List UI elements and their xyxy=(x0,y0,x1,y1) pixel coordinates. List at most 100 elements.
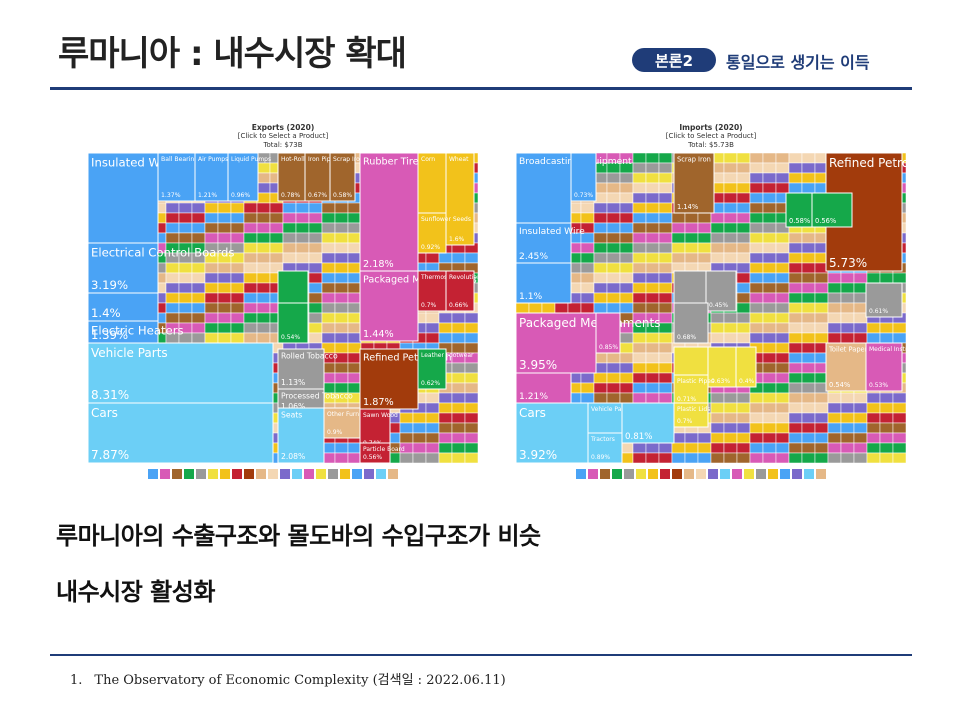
treemap-minor-tile[interactable] xyxy=(438,252,453,264)
treemap-minor-tile[interactable] xyxy=(788,302,803,314)
treemap-minor-tile[interactable] xyxy=(736,162,751,174)
treemap-minor-tile[interactable] xyxy=(593,272,608,284)
treemap-minor-tile[interactable] xyxy=(762,153,777,164)
treemap-minor-tile[interactable] xyxy=(243,332,258,344)
treemap-minor-tile[interactable] xyxy=(801,382,816,394)
treemap-minor-tile[interactable] xyxy=(619,242,634,254)
treemap-minor-tile[interactable] xyxy=(814,392,829,404)
treemap-minor-tile[interactable] xyxy=(619,362,634,374)
treemap-minor-tile[interactable] xyxy=(723,202,738,214)
treemap-minor-tile[interactable] xyxy=(866,422,881,434)
treemap-minor-tile[interactable] xyxy=(697,232,712,244)
treemap-minor-tile[interactable] xyxy=(580,202,595,214)
treemap-minor-tile[interactable] xyxy=(775,292,790,304)
treemap-minor-tile[interactable] xyxy=(347,242,362,254)
treemap-legend-icon[interactable] xyxy=(588,469,598,479)
treemap-minor-tile[interactable] xyxy=(684,432,699,444)
treemap-tile-rect[interactable] xyxy=(88,242,159,294)
treemap-minor-tile[interactable] xyxy=(645,362,660,374)
treemap-minor-tile[interactable] xyxy=(632,232,647,244)
treemap-minor-tile[interactable] xyxy=(321,212,336,224)
treemap-minor-tile[interactable] xyxy=(178,282,193,294)
treemap-minor-tile[interactable] xyxy=(217,332,232,344)
treemap-minor-tile[interactable] xyxy=(879,272,894,284)
exports-treemap[interactable]: Exports (2020) [Click to Select a Produc… xyxy=(88,123,478,483)
treemap-minor-tile[interactable] xyxy=(801,282,816,294)
treemap-minor-tile[interactable] xyxy=(217,202,232,214)
treemap-minor-tile[interactable] xyxy=(308,312,323,324)
treemap-minor-tile[interactable] xyxy=(775,182,790,194)
treemap-minor-tile[interactable] xyxy=(749,153,764,164)
treemap-minor-tile[interactable] xyxy=(736,452,751,464)
treemap-tile[interactable]: Electrical Control Boards 3.19% xyxy=(88,242,234,294)
treemap-minor-tile[interactable] xyxy=(684,232,699,244)
treemap-minor-tile[interactable] xyxy=(438,422,453,434)
treemap-minor-tile[interactable] xyxy=(334,272,349,284)
treemap-minor-tile[interactable] xyxy=(632,182,647,194)
treemap-minor-tile[interactable] xyxy=(775,302,790,314)
treemap-minor-tile[interactable] xyxy=(775,382,790,394)
treemap-minor-tile[interactable] xyxy=(632,392,647,404)
treemap-tile[interactable]: 1.21% xyxy=(516,372,572,404)
treemap-minor-tile[interactable] xyxy=(710,222,725,234)
treemap-minor-tile[interactable] xyxy=(762,202,777,214)
treemap-minor-tile[interactable] xyxy=(593,252,608,264)
treemap-minor-tile[interactable] xyxy=(710,232,725,244)
treemap-legend-icon[interactable] xyxy=(208,469,218,479)
treemap-minor-tile[interactable] xyxy=(580,392,595,404)
treemap-minor-tile[interactable] xyxy=(243,312,258,324)
treemap-minor-tile[interactable] xyxy=(814,292,829,304)
treemap-minor-tile[interactable] xyxy=(295,222,310,234)
treemap-minor-tile[interactable] xyxy=(645,442,660,454)
treemap-minor-tile[interactable] xyxy=(204,322,219,334)
treemap-minor-tile[interactable] xyxy=(217,322,232,334)
treemap-minor-tile[interactable] xyxy=(775,282,790,294)
treemap-minor-tile[interactable] xyxy=(866,402,881,414)
treemap-minor-tile[interactable] xyxy=(256,302,271,314)
treemap-tile[interactable]: 0.61% xyxy=(865,282,903,318)
treemap-minor-tile[interactable] xyxy=(606,382,621,394)
treemap-minor-tile[interactable] xyxy=(334,242,349,254)
treemap-minor-tile[interactable] xyxy=(347,332,362,344)
treemap-minor-tile[interactable] xyxy=(658,222,673,234)
treemap-tile[interactable]: Medical Instruments 0.53% xyxy=(865,342,906,392)
treemap-minor-tile[interactable] xyxy=(801,352,816,364)
treemap-minor-tile[interactable] xyxy=(580,292,595,304)
treemap-minor-tile[interactable] xyxy=(892,272,906,284)
treemap-minor-tile[interactable] xyxy=(347,212,362,224)
treemap-minor-tile[interactable] xyxy=(749,312,764,324)
treemap-tile[interactable]: Sunflower Seeds 0.92% xyxy=(417,212,471,254)
treemap-minor-tile[interactable] xyxy=(464,252,478,264)
treemap-minor-tile[interactable] xyxy=(723,312,738,324)
treemap-minor-tile[interactable] xyxy=(619,302,634,314)
treemap-tile-rect[interactable] xyxy=(329,153,356,202)
treemap-tile[interactable]: Other Furniture 0.9% xyxy=(323,407,373,439)
treemap-minor-tile[interactable] xyxy=(256,242,271,254)
treemap-minor-tile[interactable] xyxy=(710,322,725,334)
treemap-minor-tile[interactable] xyxy=(334,312,349,324)
treemap-tile-rect[interactable] xyxy=(516,262,572,304)
treemap-minor-tile[interactable] xyxy=(697,222,712,234)
treemap-minor-tile[interactable] xyxy=(619,262,634,274)
treemap-legend-icon[interactable] xyxy=(672,469,682,479)
treemap-minor-tile[interactable] xyxy=(593,292,608,304)
treemap-minor-tile[interactable] xyxy=(230,312,245,324)
treemap-minor-tile[interactable] xyxy=(645,372,660,384)
treemap-minor-tile[interactable] xyxy=(658,332,673,344)
treemap-minor-tile[interactable] xyxy=(256,212,271,224)
treemap-minor-tile[interactable] xyxy=(606,272,621,284)
treemap-minor-tile[interactable] xyxy=(775,162,790,174)
treemap-minor-tile[interactable] xyxy=(684,222,699,234)
treemap-minor-tile[interactable] xyxy=(749,422,764,434)
treemap-minor-tile[interactable] xyxy=(853,422,868,434)
treemap-minor-tile[interactable] xyxy=(282,232,297,244)
treemap-minor-tile[interactable] xyxy=(619,192,634,204)
treemap-minor-tile[interactable] xyxy=(165,202,180,214)
treemap-minor-tile[interactable] xyxy=(632,162,647,174)
treemap-minor-tile[interactable] xyxy=(801,442,816,454)
treemap-minor-tile[interactable] xyxy=(866,272,881,284)
treemap-minor-tile[interactable] xyxy=(412,442,427,454)
treemap-minor-tile[interactable] xyxy=(425,452,440,464)
treemap-tile-rect[interactable] xyxy=(417,348,447,390)
treemap-minor-tile[interactable] xyxy=(762,432,777,444)
